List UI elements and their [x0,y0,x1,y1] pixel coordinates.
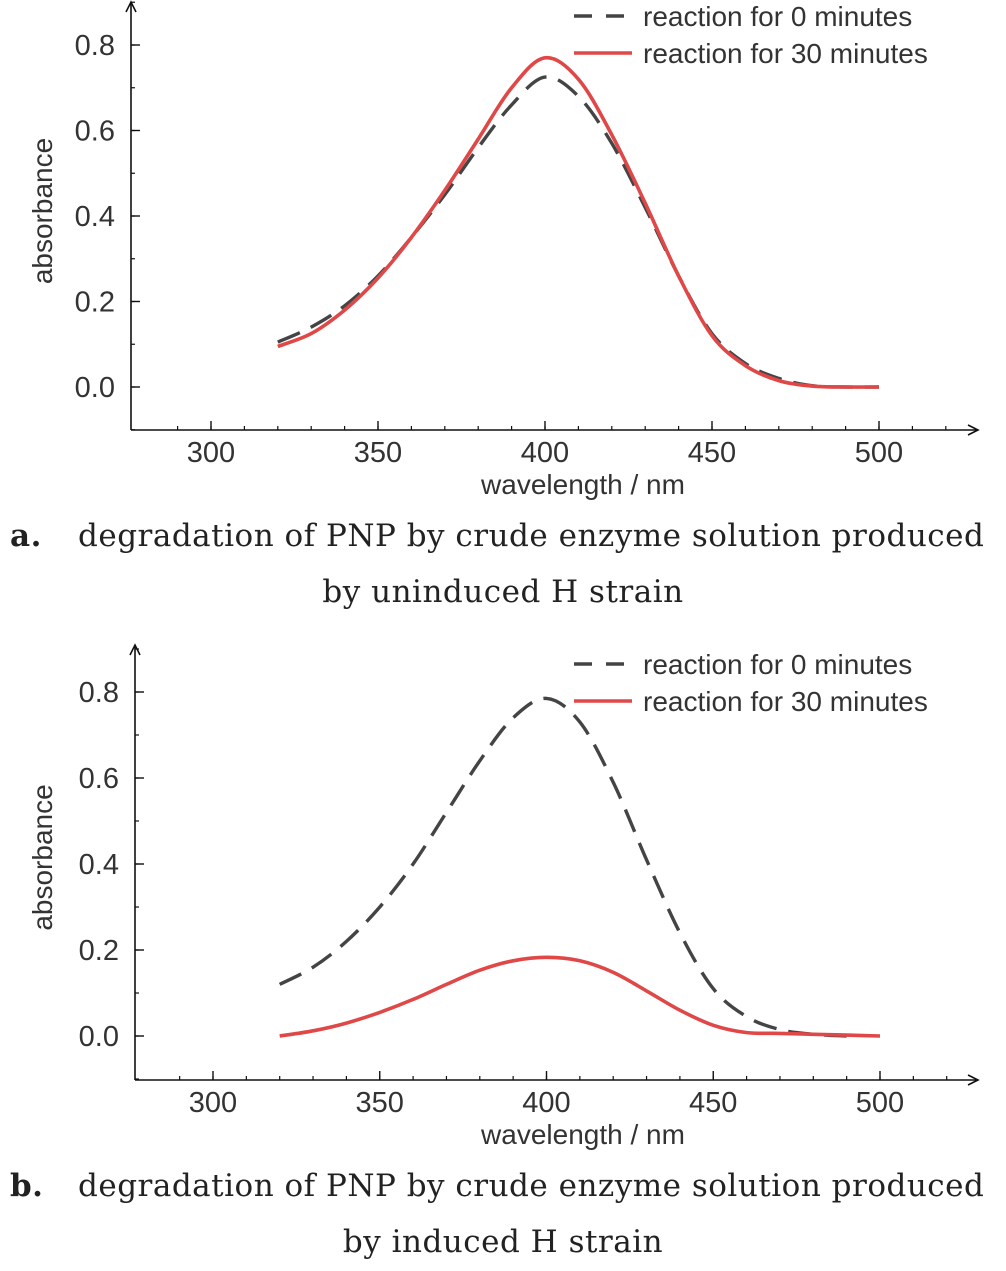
chart-panel-a: 0.0 0.2 0.4 0.6 0.8 300 350 400 450 500 wavelength… [10,0,984,610]
chart-a-legend-label-0: reaction for 0 minutes [643,1,912,32]
chart-b-y-tick-label: 0.2 [79,935,119,967]
chart-b: 0.0 0.2 0.4 0.6 0.8 300 350 400 450 500 wavelength… [27,643,980,1150]
chart-a-x-tick-label: 300 [187,437,235,469]
chart-a-y-tick-label: 0.6 [75,116,115,148]
chart-b-x-tick-label: 300 [189,1087,237,1119]
chart-a-y-axis-label: absorbance [27,138,58,284]
caption-a-text: degradation of PNP by crude enzyme solut… [78,518,985,554]
caption-a-line2: by uninduced H strain [322,574,684,610]
chart-a-series-line-0 [277,75,880,389]
caption-b-line2: by induced H strain [342,1224,664,1260]
chart-a-y-tick-label: 0.4 [75,201,115,233]
chart-b-x-axis-label: wavelength / nm [480,1119,685,1150]
chart-b-x-tick-label: 500 [856,1087,904,1119]
chart-b-series-line-1 [279,955,881,1038]
chart-b-y-tick-label: 0.0 [79,1021,119,1053]
chart-a-y-tick-label: 0.8 [75,30,115,62]
chart-b-series-line-0 [278,696,847,1038]
caption-b-text: degradation of PNP by crude enzyme solut… [78,1168,985,1204]
chart-a-x-tick-label: 400 [521,437,569,469]
chart-a-x-tick-label: 500 [855,437,903,469]
chart-b-y-axis-arrow [129,643,141,656]
chart-b-x-tick-label: 450 [689,1087,737,1119]
caption-a-line1: a. degradation of PNP by crude enzyme sol… [10,518,984,554]
chart-a-x-tick-label: 350 [354,437,402,469]
chart-a-legend-label-1: reaction for 30 minutes [643,38,928,69]
chart-a-y-tick-label: 0.2 [75,287,115,319]
chart-a-x-axis-arrow [967,424,980,436]
chart-b-y-tick-label: 0.8 [79,677,119,709]
chart-a: 0.0 0.2 0.4 0.6 0.8 300 350 400 450 500 wavelength… [27,0,980,500]
panel-letter-b: b. [10,1168,44,1204]
chart-a-x-tick-label: 450 [688,437,736,469]
chart-b-x-tick-label: 400 [522,1087,570,1119]
chart-b-x-tick-label: 350 [356,1087,404,1119]
chart-b-legend-label-0: reaction for 0 minutes [643,649,912,680]
chart-b-legend-label-1: reaction for 30 minutes [643,686,928,717]
chart-b-y-tick-label: 0.6 [79,763,119,795]
chart-panel-b: 0.0 0.2 0.4 0.6 0.8 300 350 400 450 500 wavelength… [0,640,1006,1271]
caption-b-line1: b. degradation of PNP by crude enzyme sol… [10,1168,984,1204]
chart-b-y-tick-label: 0.4 [79,849,119,881]
chart-a-series-line-1 [277,55,880,389]
panel-letter-a: a. [10,518,42,554]
chart-b-x-axis-arrow [967,1074,980,1086]
chart-b-y-axis-label: absorbance [27,784,58,930]
chart-a-y-tick-label: 0.0 [75,372,115,404]
chart-a-x-axis-label: wavelength / nm [480,469,685,500]
